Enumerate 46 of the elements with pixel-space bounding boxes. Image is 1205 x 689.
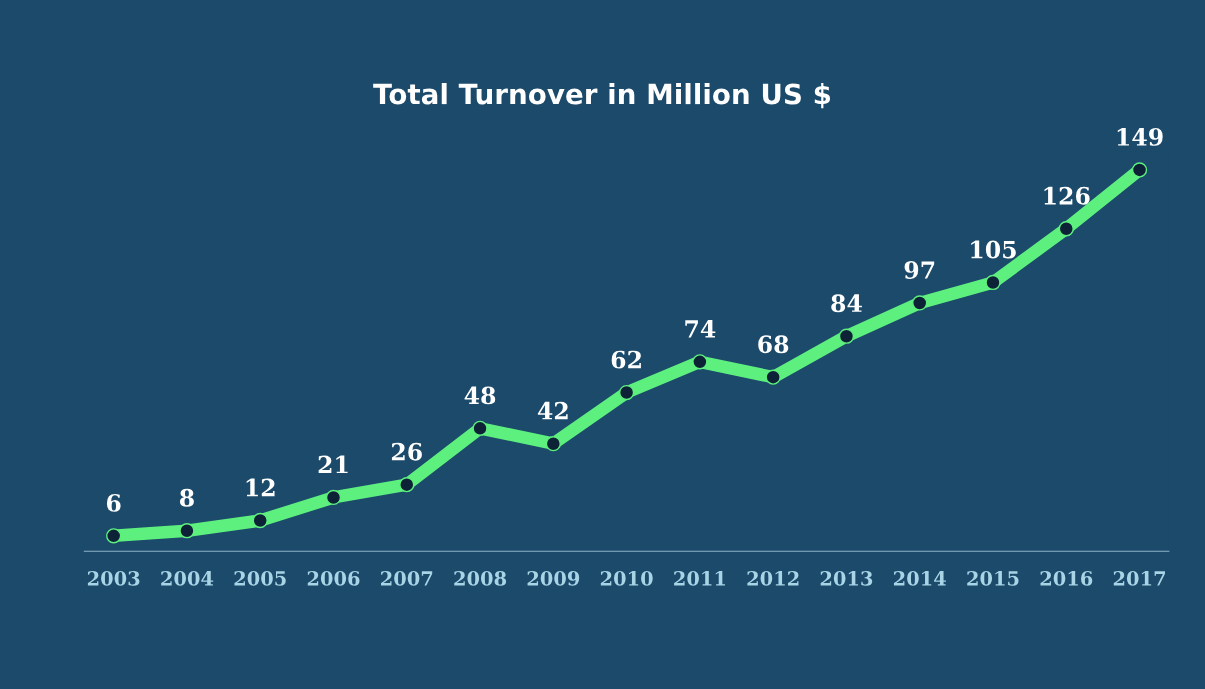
x-tick-label: 2007 (381, 570, 433, 586)
data-label: 62 (611, 350, 641, 369)
data-label: 97 (904, 261, 935, 279)
point (618, 384, 635, 401)
data-label: 48 (464, 386, 496, 405)
data-label: 26 (391, 442, 422, 461)
x-tick-label: 2006 (307, 570, 360, 586)
point (545, 436, 561, 452)
x-tick-label: 2014 (893, 570, 946, 586)
point (1058, 221, 1074, 237)
chart-title: Total Turnover in Million US $ (373, 83, 831, 109)
point (106, 528, 122, 544)
point (692, 354, 708, 370)
data-label: 105 (971, 240, 1016, 259)
data-label: 8 (179, 488, 194, 507)
data-label: 68 (758, 335, 789, 354)
x-tick-label: 2004 (161, 570, 214, 586)
point (179, 523, 195, 539)
point (399, 477, 415, 493)
point (252, 512, 268, 529)
x-tick-label: 2005 (234, 570, 286, 586)
point (765, 369, 781, 385)
point (985, 274, 1001, 291)
x-tick-label: 2013 (820, 570, 873, 586)
x-tick-label: 2017 (1113, 570, 1165, 586)
data-label: 12 (246, 478, 275, 497)
x-tick-label: 2010 (600, 570, 653, 586)
data-label: 21 (318, 455, 348, 474)
data-label: 126 (1044, 186, 1090, 205)
point (838, 328, 855, 344)
point (325, 489, 342, 506)
data-label: 42 (537, 401, 568, 420)
data-label: 6 (106, 493, 121, 512)
data-label: 74 (685, 319, 716, 338)
x-tick-label: 2008 (454, 570, 507, 586)
x-tick-label: 2009 (527, 570, 580, 586)
x-tick-label: 2016 (1040, 570, 1093, 586)
data-label: 84 (831, 294, 862, 313)
x-tick-label: 2015 (967, 570, 1019, 586)
x-tick-label: 2011 (674, 570, 725, 586)
point (472, 420, 488, 436)
point (912, 295, 928, 311)
x-tick-label: 2003 (87, 570, 140, 586)
point (1131, 162, 1148, 178)
x-tick-label: 2012 (747, 570, 799, 586)
data-label: 149 (1117, 128, 1163, 146)
